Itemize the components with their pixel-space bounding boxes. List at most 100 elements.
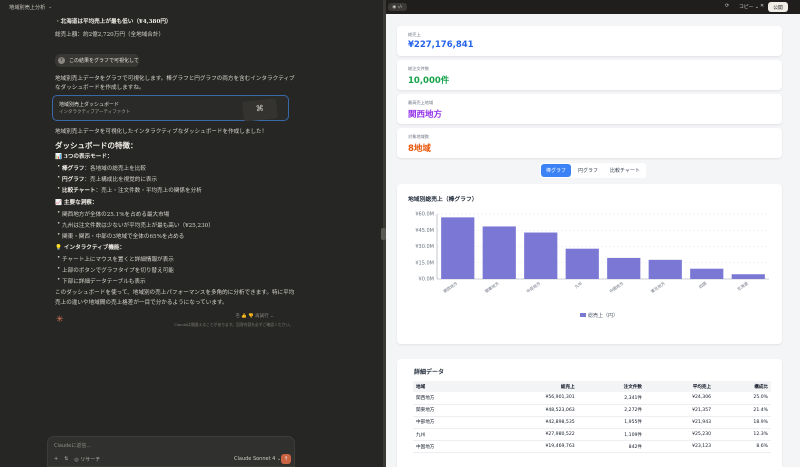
x-tick-label: 中国地方: [608, 280, 625, 294]
table-cell: 1,109件: [577, 428, 646, 442]
stat-card-total-sales: 総売上 ¥227,176,841: [397, 26, 782, 56]
bar: [648, 259, 682, 279]
chart-card: 地域別総売上（棒グラフ） ¥0.0M ¥15.0M ¥30.0M ¥45.0M ¥60.…: [397, 184, 782, 344]
table-row: 中国地方 ¥19,469,763 842件 ¥23,123 8.6%: [413, 440, 771, 454]
bar-chart: ¥0.0M ¥15.0M ¥30.0M ¥45.0M ¥60.0M 関西地方 関東地方 中部地…: [415, 212, 769, 319]
view-toggle[interactable]: ◉ ‹/›: [388, 3, 407, 11]
stat-card-region-count: 対象地域数 8地域: [397, 128, 782, 158]
table-cell: 2,272件: [577, 404, 646, 417]
col-region: 地域: [413, 381, 481, 392]
claude-logo-icon: ✳: [56, 315, 64, 325]
list-item: 九州は注文件数は少ないが平均売上が最も高い（¥25,230）: [57, 221, 214, 229]
y-tick-label: ¥60.0M: [415, 212, 434, 218]
list-item: 円グラフ：売上構成比を視覚的に表示: [57, 175, 158, 183]
stat-value: ¥227,176,841: [408, 40, 474, 50]
list-item: チャート上にマウスを置くと詳細情報が表示: [57, 255, 174, 263]
user-message-text: この結果をグラフで可視化して: [69, 58, 139, 64]
research-button[interactable]: ◎ リサーチ: [74, 457, 101, 463]
x-tick-label: 四国: [697, 280, 707, 290]
table-cell: 中国地方: [413, 440, 481, 454]
table-cell: 21.4%: [714, 404, 771, 417]
close-icon[interactable]: ✕: [760, 3, 765, 9]
done-line: 地域別売上データを可視化したインタラクティブなダッシュボードを作成しました！: [55, 129, 268, 135]
y-tick-label: ¥0.0M: [419, 277, 434, 283]
total-line: 総売上額：約2億2,720万円（全地域合計）: [55, 32, 165, 38]
disclaimer: Claudeは間違えることがあります。回答内容を必ずご確認ください。: [174, 322, 294, 327]
table-cell: 1,955件: [577, 416, 646, 430]
bar: [524, 232, 558, 279]
chat-title-bar[interactable]: 地域別売上分析 ⌄: [0, 0, 383, 14]
table-cell: ¥23,123: [645, 440, 715, 454]
table-cell: 12.3%: [714, 428, 771, 442]
stat-card-orders: 総注文件数 10,000件: [397, 60, 782, 90]
add-button[interactable]: +: [54, 456, 59, 462]
chart-tabs: 棒グラフ 円グラフ 比較チャート: [540, 163, 646, 178]
chat-pane: 地域別売上分析 ⌄ ・北海道は平均売上が最も低い（¥4,380円） 総売上額：約2…: [0, 0, 383, 467]
settings-button[interactable]: ⇅: [64, 456, 69, 462]
data-table: 地域 総売上 注文件数 平均売上 構成比 関西地方 ¥56,901,301 2,34…: [413, 381, 771, 454]
table-row: 関西地方 ¥56,901,301 2,341件 ¥24,306 25.0%: [413, 392, 771, 405]
table-cell: 25.0%: [714, 392, 771, 405]
y-tick-label: ¥15.0M: [415, 260, 434, 266]
col-avg-sales: 平均売上: [645, 381, 715, 392]
artifact-subtitle: インタラクティブアーティファクト: [59, 110, 131, 115]
mode-desc: ：売上・注文件数・平均売上の関係を分析: [95, 188, 202, 194]
mode-desc: ：売上構成比を視覚的に表示: [84, 177, 158, 183]
tab-comparison-chart[interactable]: 比較チャート: [610, 168, 640, 174]
stat-value: 10,000件: [408, 76, 450, 86]
legend-swatch: [580, 313, 586, 317]
list-item: 上部のボタンでグラフタイプを切り替え可能: [57, 266, 174, 274]
col-orders: 注文件数: [577, 381, 646, 392]
table-cell: 関西地方: [413, 392, 481, 405]
tab-pie-chart[interactable]: 円グラフ: [578, 168, 599, 174]
table-cell: 2,341件: [577, 392, 646, 405]
stat-label: 総売上: [408, 32, 421, 37]
x-tick-label: 関東地方: [483, 280, 500, 294]
tab-bar-chart[interactable]: 棒グラフ: [541, 164, 572, 177]
table-cell: ¥24,306: [645, 392, 715, 405]
artifact-title: 地域別売上ダッシュボード: [59, 102, 120, 108]
y-tick-label: ¥30.0M: [415, 244, 434, 250]
message-actions[interactable]: ⎘ 👍 👎 再試行 ⌄: [236, 314, 274, 319]
stat-label: 対象地域数: [408, 134, 429, 139]
reply-placeholder[interactable]: Claudeに返信...: [54, 443, 92, 449]
list-item: 下部に詳細データテーブルも表示: [57, 277, 146, 285]
publish-button[interactable]: 公開: [768, 2, 788, 12]
col-share: 構成比: [714, 381, 771, 392]
reply-input[interactable]: Claudeに返信... + ⇅ ◎ リサーチ Claude Sonnet 4 …: [47, 436, 295, 467]
table-cell: ¥25,230: [645, 428, 715, 442]
resize-handle[interactable]: [381, 228, 386, 240]
features-heading: ダッシュボードの特徴：: [55, 141, 138, 150]
refresh-icon[interactable]: ⟳: [725, 3, 730, 9]
table-cell: 18.9%: [714, 416, 771, 430]
table-cell: 中部地方: [413, 416, 481, 430]
table-header-row: 地域 総売上 注文件数 平均売上 構成比: [413, 381, 771, 392]
copy-button[interactable]: コピー ⌄: [739, 5, 759, 10]
stat-value: 8地域: [408, 144, 431, 154]
mode-desc: ：各地域の総売上を比較: [84, 166, 146, 172]
artifact-card[interactable]: 地域別売上ダッシュボード インタラクティブアーティファクト ⌘: [52, 95, 289, 122]
bar: [441, 217, 475, 279]
code-icon: ⌘: [255, 103, 265, 114]
send-button[interactable]: ↑: [281, 454, 291, 464]
legend-label: 総売上（円）: [588, 312, 618, 319]
chat-title[interactable]: 地域別売上分析: [9, 4, 46, 11]
chevron-down-icon[interactable]: ⌄: [48, 4, 53, 10]
table-cell: ¥48,523,063: [480, 404, 578, 417]
col-total-sales: 総売上: [480, 381, 578, 392]
table-card: 詳細データ 地域 総売上 注文件数 平均売上 構成比 関西地方 ¥56,901,3…: [397, 359, 782, 467]
x-tick-label: 関西地方: [442, 280, 459, 294]
y-tick-label: ¥45.0M: [415, 228, 434, 234]
artifact-pane: ◉ ‹/› ⟳ コピー ⌄ ✕ 公開 総売上 ¥227,176,841 総注文件…: [386, 0, 800, 467]
artifact-toolbar: ◉ ‹/› ⟳ コピー ⌄ ✕ 公開: [386, 0, 800, 14]
model-selector[interactable]: Claude Sonnet 4 ⌄: [234, 456, 282, 462]
outro-line-2: 売上の違いや地域間の売上格差が一目で分かるようになっています。: [55, 300, 228, 306]
x-tick-label: 北海道: [736, 280, 749, 292]
table-cell: ¥19,469,763: [480, 440, 578, 454]
x-tick-label: 東北地方: [649, 280, 666, 294]
bar: [607, 257, 641, 279]
list-item: 関東・関西・中部の3地域で全体の65%を占める: [57, 232, 184, 240]
interactive-heading: 💡 インタラクティブ機能：: [55, 245, 126, 251]
table-cell: 関東地方: [413, 404, 481, 417]
